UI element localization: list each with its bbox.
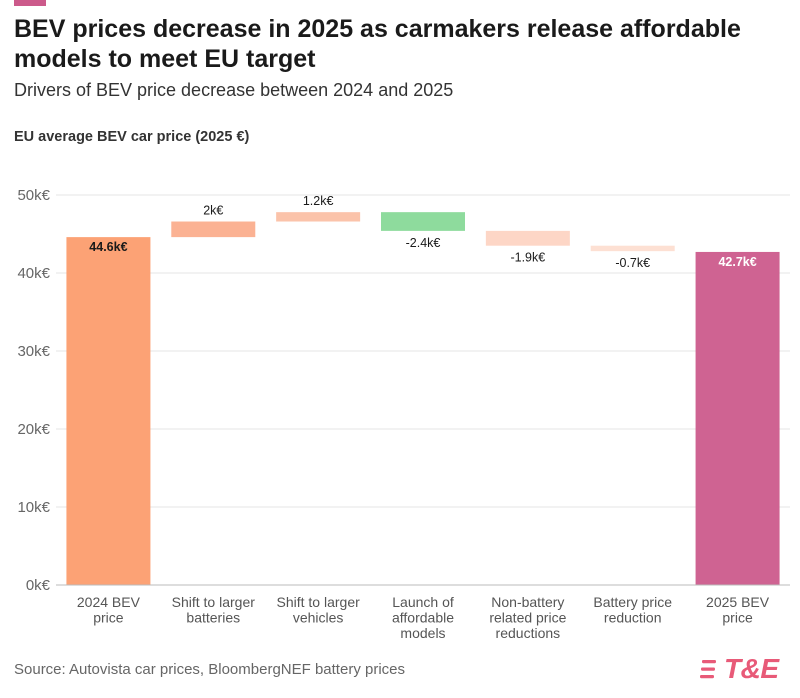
te-logo-text: T&E <box>724 653 779 684</box>
x-tick-label: models <box>400 625 445 641</box>
bar-5 <box>590 245 675 252</box>
data-label: 1.2k€ <box>303 194 334 208</box>
x-tick-label: reduction <box>604 610 662 626</box>
te-logo-mark-icon <box>700 660 716 679</box>
y-axis-label: EU average BEV car price (2025 €) <box>14 129 250 145</box>
x-tick-label: 2025 BEV <box>706 594 770 610</box>
bar-4 <box>485 230 570 246</box>
data-label: 44.6k€ <box>89 240 127 254</box>
y-tick-label: 10k€ <box>17 499 50 516</box>
data-label: -1.9k€ <box>510 251 545 265</box>
y-tick-label: 0k€ <box>26 577 51 594</box>
data-label: -0.7k€ <box>615 256 650 270</box>
x-tick-label: related price <box>489 610 566 626</box>
chart-subtitle: Drivers of BEV price decrease between 20… <box>14 80 454 100</box>
bar-6 <box>695 251 780 585</box>
x-tick-label: affordable <box>392 610 454 626</box>
data-label: 2k€ <box>203 204 223 218</box>
x-tick-label: Battery price <box>593 594 672 610</box>
x-tick-label: Launch of <box>392 594 454 610</box>
x-tick-label: price <box>722 610 753 626</box>
chart-title: BEV prices decrease in 2025 as carmakers… <box>14 15 741 73</box>
data-label: -2.4k€ <box>406 236 441 250</box>
x-tick-label: Shift to larger <box>172 594 256 610</box>
x-tick-label: 2024 BEV <box>77 594 141 610</box>
accent-bar <box>14 0 46 6</box>
bar-0 <box>66 237 151 585</box>
data-label: 42.7k€ <box>718 255 756 269</box>
x-tick-label: vehicles <box>293 610 344 626</box>
bar-3 <box>381 212 465 231</box>
bar-2 <box>276 212 361 222</box>
te-logo: T&E <box>698 652 790 686</box>
x-tick-label: reductions <box>496 625 561 641</box>
x-tick-label: Non-battery <box>491 594 564 610</box>
x-tick-label: price <box>93 610 124 626</box>
y-tick-label: 30k€ <box>17 343 50 360</box>
waterfall-chart: 0k€10k€20k€30k€40k€50k€44.6k€2024 BEVpri… <box>17 187 790 641</box>
x-tick-label: batteries <box>186 610 240 626</box>
y-tick-label: 20k€ <box>17 421 50 438</box>
x-tick-label: Shift to larger <box>277 594 361 610</box>
y-tick-label: 50k€ <box>17 187 50 204</box>
bar-1 <box>171 221 256 238</box>
source-note: Source: Autovista car prices, BloombergN… <box>14 661 405 678</box>
y-tick-label: 40k€ <box>17 265 50 282</box>
